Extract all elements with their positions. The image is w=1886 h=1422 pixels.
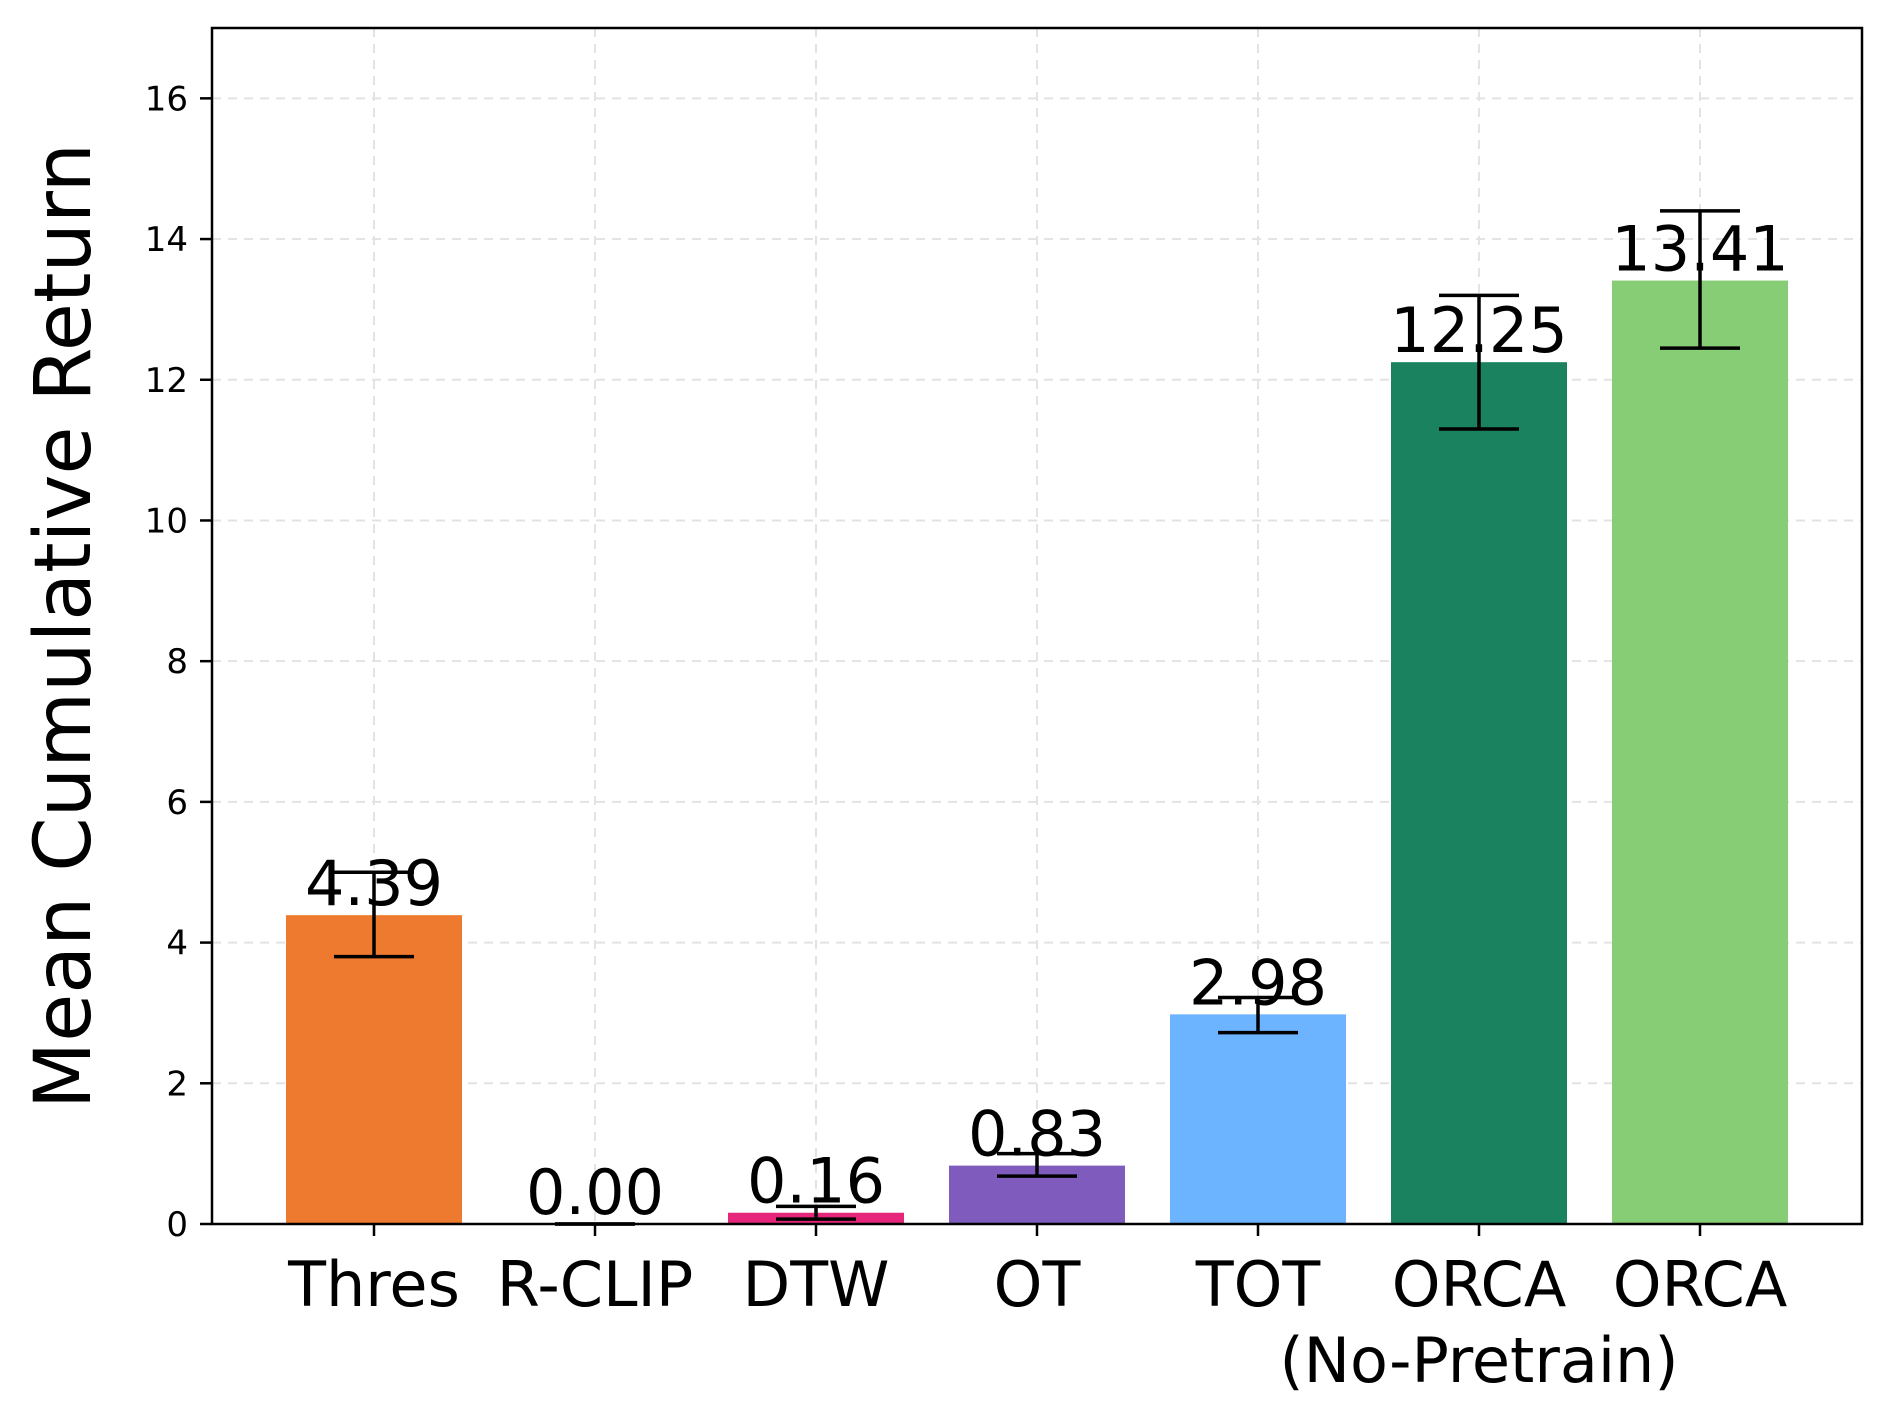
y-axis-label: Mean Cumulative Return [19, 143, 109, 1109]
value-label: 0.16 [747, 1145, 885, 1218]
x-tick-label-line: (No-Pretrain) [1279, 1324, 1678, 1397]
y-tick-label: 10 [145, 501, 188, 541]
bar [1391, 362, 1567, 1224]
value-labels: 4.39 0.00 0.16 0.83 2.98 12.25 13.41 [305, 213, 1789, 1229]
y-axis-ticks: 0 2 4 6 8 10 12 14 16 [145, 79, 212, 1245]
bar [286, 915, 462, 1224]
x-tick-label-line: ORCA [1392, 1248, 1567, 1321]
y-tick-label: 8 [166, 642, 188, 682]
bar [1612, 280, 1788, 1225]
y-tick-label: 4 [166, 924, 188, 964]
value-label: 4.39 [305, 847, 443, 920]
y-tick-label: 6 [166, 783, 188, 823]
x-axis-ticks: Thres R-CLIP DTW OT TOT ORCA (No-Pretrain)ORCA [287, 1224, 1787, 1397]
y-tick-label: 14 [145, 220, 188, 260]
value-label: 2.98 [1189, 946, 1327, 1019]
x-tick-label: Thres [287, 1248, 460, 1321]
x-tick-label: TOT [1195, 1248, 1322, 1321]
value-label: 0.83 [968, 1098, 1106, 1171]
x-tick-label: ORCA (No-Pretrain) [1279, 1248, 1678, 1397]
x-tick-label: ORCA [1613, 1248, 1788, 1321]
value-label: 0.00 [526, 1156, 664, 1229]
y-tick-label: 2 [166, 1064, 188, 1104]
x-tick-label: DTW [743, 1248, 890, 1321]
y-tick-label: 16 [145, 79, 188, 119]
error-bars [334, 209, 1740, 1226]
value-label: 13.41 [1611, 213, 1789, 286]
y-tick-label: 0 [166, 1205, 188, 1245]
value-label: 12.25 [1390, 294, 1568, 367]
x-tick-label: OT [994, 1248, 1082, 1321]
y-tick-label: 12 [145, 361, 188, 401]
bar [1170, 1014, 1346, 1224]
bars [286, 280, 1788, 1225]
x-tick-label: R-CLIP [497, 1248, 693, 1321]
